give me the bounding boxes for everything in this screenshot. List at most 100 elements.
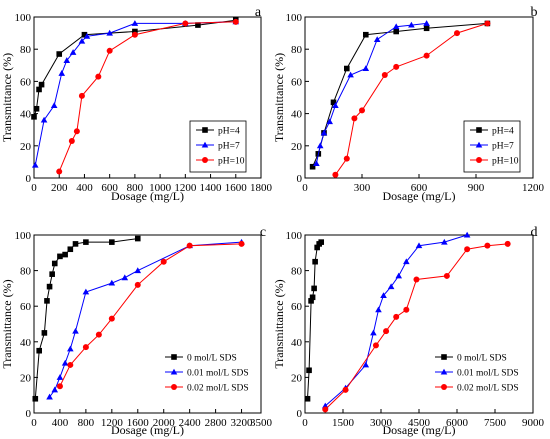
panel-b: 0 300 600 900 1200 0 20 40 60 80 100 Dosage (mg/L) T…: [272, 5, 545, 203]
legend-label: pH=7: [218, 142, 240, 152]
data-point: [309, 163, 316, 170]
y-tick-label: 60: [291, 76, 303, 88]
data-point: [131, 20, 139, 26]
data-point: [134, 235, 141, 242]
data-point: [318, 239, 325, 245]
data-point: [321, 402, 329, 409]
legend-label: pH=7: [492, 142, 514, 152]
data-point: [106, 47, 113, 54]
x-tick-label: 9000: [522, 417, 545, 429]
data-point: [134, 281, 141, 288]
x-axis-label: Dosage (mg/L): [383, 423, 456, 437]
data-point: [392, 23, 400, 30]
data-point: [387, 283, 395, 290]
x-tick-label: 6000: [446, 417, 469, 429]
x-tick-label: 3000: [370, 417, 393, 429]
data-point: [51, 386, 59, 393]
x-tick-label: 1200: [174, 182, 197, 194]
legend-label: pH=10: [492, 157, 519, 167]
data-point: [108, 279, 116, 286]
series-line: [59, 243, 242, 387]
y-tick-label: 40: [291, 337, 303, 349]
data-point: [109, 239, 115, 245]
data-point: [51, 260, 58, 267]
data-point: [182, 20, 189, 27]
x-tick-label: 900: [468, 182, 485, 194]
data-point: [313, 160, 320, 166]
data-point: [306, 367, 312, 374]
data-point: [304, 395, 311, 402]
legend-label: pH=10: [218, 157, 245, 167]
data-point: [36, 86, 42, 93]
y-tick-label: 80: [20, 44, 32, 56]
y-tick-label: 80: [291, 266, 303, 278]
data-point: [67, 345, 74, 352]
legend-marker: [201, 141, 209, 148]
data-point: [381, 71, 388, 78]
legend-label: 0 mol/L SDS: [457, 354, 507, 364]
y-tick-label: 0: [26, 173, 32, 185]
legend-marker: [202, 127, 208, 133]
data-point: [312, 258, 318, 265]
series-line: [324, 234, 468, 407]
legend-marker: [170, 368, 178, 375]
y-axis-label: Transmittance (%): [0, 279, 14, 368]
data-point: [134, 267, 142, 274]
x-tick-label: 1800: [250, 182, 273, 194]
panel-d: 0 1500 3000 4500 6000 7500 9000 0 20 40 60 80 100 Dos…: [272, 225, 545, 437]
data-point: [46, 393, 53, 400]
data-point: [41, 330, 48, 336]
data-point: [504, 240, 511, 247]
data-point: [393, 313, 400, 320]
x-tick-label: 1500: [332, 417, 355, 429]
data-point: [395, 272, 403, 279]
data-point: [347, 71, 354, 78]
data-point: [373, 36, 381, 43]
data-point: [316, 142, 324, 149]
data-point: [370, 329, 377, 336]
data-point: [351, 115, 358, 122]
data-point: [383, 328, 390, 335]
legend-label: 0.02 mol/L SDS: [457, 384, 519, 394]
series-line: [312, 22, 488, 167]
y-tick-label: 60: [20, 76, 32, 88]
data-point: [423, 52, 430, 59]
legend-label: 0 mol/L SDS: [187, 354, 237, 364]
data-point: [36, 347, 42, 354]
y-tick-label: 0: [297, 408, 303, 420]
data-point: [95, 331, 102, 338]
data-point: [82, 344, 89, 351]
data-point: [308, 298, 314, 304]
x-tick-label: 0: [302, 417, 308, 429]
x-tick-label: 600: [101, 182, 118, 194]
legend-marker: [441, 384, 447, 390]
data-point: [322, 406, 329, 413]
x-tick-label: 1200: [101, 417, 124, 429]
legend-marker: [441, 354, 447, 360]
y-axis-label: Transmittance (%): [272, 53, 286, 142]
data-point: [342, 386, 349, 393]
data-point: [403, 306, 410, 313]
x-tick-label: 3500: [250, 417, 273, 429]
data-point: [362, 65, 370, 71]
data-point: [56, 374, 64, 380]
x-tick-label: 300: [354, 182, 371, 194]
panel-letter: b: [531, 5, 538, 20]
legend-marker: [440, 368, 448, 375]
data-point: [82, 288, 90, 295]
panel-letter: c: [260, 225, 266, 240]
panel-a: 0 200 400 600 800 1000 1200 1400 1600 1800 0 20 40 60…: [0, 5, 273, 203]
x-tick-label: 1200: [522, 182, 545, 194]
legend-label: 0.02 mol/L SDS: [187, 384, 249, 394]
x-tick-label: 600: [411, 182, 428, 194]
data-point: [484, 20, 491, 27]
legend-label: pH=4: [492, 127, 514, 137]
data-point: [31, 161, 39, 168]
data-point: [78, 92, 85, 99]
series-line: [315, 22, 427, 164]
data-point: [441, 238, 448, 245]
x-tick-label: 1400: [200, 182, 223, 194]
x-tick-label: 1000: [149, 182, 172, 194]
